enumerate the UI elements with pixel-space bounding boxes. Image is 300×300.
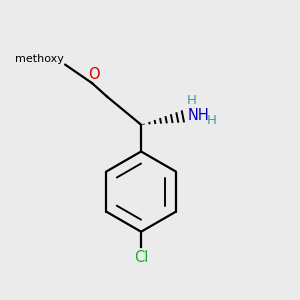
Text: H: H [187, 94, 197, 107]
Text: O: O [88, 67, 99, 82]
Text: H: H [206, 114, 216, 127]
Text: Cl: Cl [134, 250, 148, 265]
Text: methoxy: methoxy [15, 54, 64, 64]
Text: NH: NH [187, 108, 209, 123]
